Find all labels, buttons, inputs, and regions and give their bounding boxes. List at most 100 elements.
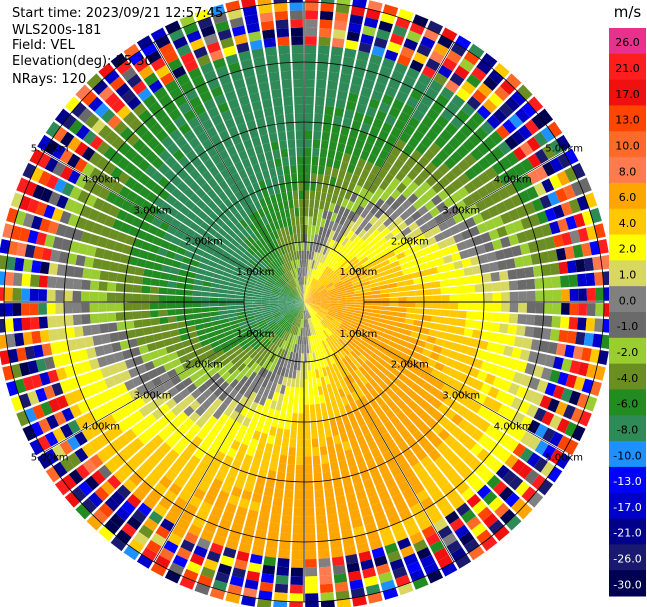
colorbar-tick-label: 6.0 (619, 191, 637, 204)
ppi-cell (355, 195, 364, 206)
ppi-cell (304, 301, 313, 302)
ppi-cell (328, 141, 338, 151)
ppi-cell (406, 296, 416, 302)
ppi-cell (337, 293, 347, 297)
ppi-cell (346, 31, 360, 42)
ppi-cell (484, 181, 497, 195)
ppi-cell (475, 199, 488, 212)
ppi-cell (393, 158, 405, 170)
ppi-cell (374, 137, 386, 149)
ppi-cell (351, 119, 362, 131)
ppi-cell (310, 233, 315, 243)
ppi-cell (332, 115, 343, 126)
ppi-cell (524, 228, 536, 242)
ppi-cell (373, 176, 383, 187)
ppi-cell (318, 27, 332, 38)
ppi-cell (503, 247, 514, 259)
ppi-cell (577, 227, 589, 243)
ppi-cell (320, 292, 329, 297)
ppi-cell (478, 253, 489, 264)
ppi-cell (406, 290, 416, 297)
ppi-cell (408, 238, 419, 248)
ppi-cell (421, 275, 431, 283)
ppi-cell (457, 186, 470, 199)
ppi-cell (333, 186, 341, 196)
ppi-cell (335, 233, 343, 243)
ppi-cell (491, 176, 505, 190)
ppi-cell (323, 256, 330, 265)
ppi-cell (366, 172, 377, 183)
ppi-cell (450, 42, 467, 57)
ppi-cell (557, 218, 569, 233)
colorbar-tick-label: -30.0 (613, 578, 641, 591)
ppi-cell (467, 204, 480, 216)
ppi-cell (527, 240, 539, 253)
ppi-cell (471, 66, 487, 82)
ppi-cell (368, 274, 378, 281)
ppi-cell (308, 216, 313, 226)
ppi-cell (338, 235, 346, 245)
ppi-cell (505, 182, 518, 197)
ppi-cell (568, 198, 581, 214)
ppi-cell (528, 213, 541, 227)
ppi-cell (343, 109, 355, 120)
ppi-cell (462, 195, 475, 208)
ppi-cell (365, 8, 381, 21)
ppi-cell (328, 71, 340, 82)
ppi-cell (319, 254, 325, 263)
ppi-cell (332, 251, 340, 261)
ppi-cell (549, 157, 564, 173)
ppi-cell (313, 270, 318, 279)
ppi-cell (444, 262, 455, 272)
ppi-cell (371, 90, 384, 102)
ppi-cell (304, 293, 307, 302)
ppi-cell (370, 145, 382, 157)
ppi-cell (471, 265, 482, 275)
colorbar-tick-label: -13.0 (613, 475, 641, 488)
ppi-cell (578, 288, 588, 301)
ppi-cell (313, 130, 322, 140)
ppi-cell (304, 293, 306, 302)
ppi-cell (325, 228, 332, 238)
ppi-cell (339, 246, 347, 256)
ppi-cell (389, 33, 405, 46)
ppi-cell (534, 277, 544, 289)
ppi-cell (421, 115, 435, 129)
ppi-cell (309, 288, 316, 296)
ppi-cell (320, 294, 329, 298)
ppi-cell (403, 247, 414, 257)
ppi-cell (457, 173, 471, 186)
ppi-cell (336, 142, 346, 153)
ppi-cell (373, 246, 383, 256)
colorbar-tick-label: -10.0 (613, 449, 641, 462)
ppi-cell (500, 236, 511, 248)
ppi-cell (310, 278, 315, 287)
ppi-cell (310, 291, 318, 297)
ppi-cell (338, 257, 347, 266)
ppi-cell (420, 269, 430, 277)
ppi-cell (549, 220, 561, 235)
ppi-cell (358, 274, 368, 281)
ppi-cell (347, 269, 356, 277)
ppi-cell (472, 213, 484, 225)
ppi-cell (585, 225, 598, 241)
ppi-cell (304, 296, 311, 302)
ppi-cell (334, 242, 342, 252)
ppi-cell (332, 263, 341, 272)
ppi-cell (488, 69, 504, 85)
ppi-cell (500, 281, 510, 291)
ppi-cell (349, 232, 358, 242)
ppi-cell (380, 293, 390, 298)
ppi-cell (406, 67, 420, 80)
ppi-cell (348, 22, 362, 34)
ppi-cell (324, 267, 331, 276)
ppi-cell (575, 258, 586, 273)
ppi-cell (547, 249, 558, 263)
ppi-cell (346, 296, 356, 300)
ppi-cell (348, 256, 358, 265)
ppi-cell (312, 301, 322, 302)
ppi-cell (551, 276, 561, 288)
ppi-cell (418, 240, 430, 250)
ppi-cell (311, 156, 319, 166)
ppi-cell (381, 161, 393, 173)
